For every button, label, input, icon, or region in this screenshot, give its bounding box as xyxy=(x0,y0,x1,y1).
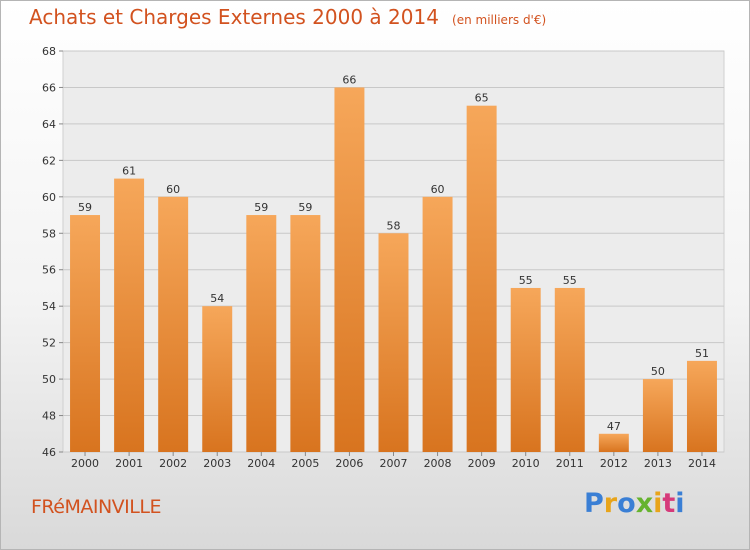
bar xyxy=(158,196,189,452)
logo-letter: i xyxy=(675,488,685,519)
chart-title: Achats et Charges Externes 2000 à 2014 xyxy=(29,5,439,29)
x-tick-label: 2004 xyxy=(247,457,275,470)
x-tick-label: 2003 xyxy=(203,457,231,470)
chart-subtitle: (en milliers d'€) xyxy=(452,13,547,27)
y-tick-label: 58 xyxy=(42,227,56,240)
bar-value-label: 55 xyxy=(563,274,577,287)
y-tick-label: 50 xyxy=(42,373,56,386)
bar xyxy=(202,306,233,452)
bar xyxy=(554,287,585,452)
bar xyxy=(598,433,629,452)
y-tick-label: 48 xyxy=(42,410,56,423)
x-tick-label: 2014 xyxy=(688,457,716,470)
bar xyxy=(70,215,101,452)
bar xyxy=(378,233,409,452)
x-tick-label: 2012 xyxy=(600,457,628,470)
bar-value-label: 65 xyxy=(475,92,489,105)
bar xyxy=(334,87,365,453)
x-tick-label: 2008 xyxy=(424,457,452,470)
bar-labels: 59 61 60 54 59 59 66 58 60 65 55 55 47 50 51 xyxy=(78,73,709,432)
x-tick-label: 2011 xyxy=(556,457,584,470)
commune-name: FRéMAINVILLE xyxy=(31,496,161,518)
bar-value-label: 59 xyxy=(254,201,268,214)
y-tick-label: 64 xyxy=(42,118,56,131)
bar-value-label: 59 xyxy=(298,201,312,214)
y-tick-label: 60 xyxy=(42,191,56,204)
title-area: Achats et Charges Externes 2000 à 2014 (… xyxy=(29,5,546,29)
x-tick-label: 2001 xyxy=(115,457,143,470)
logo-letter: o xyxy=(617,488,636,519)
bar xyxy=(466,105,497,452)
bar-value-label: 59 xyxy=(78,201,92,214)
bar-value-label: 61 xyxy=(122,165,136,178)
bar xyxy=(642,379,673,452)
x-tick-label: 2013 xyxy=(644,457,672,470)
y-axis: 46 48 50 52 54 56 58 60 62 64 66 68 xyxy=(42,45,63,459)
logo-letter: x xyxy=(635,488,654,519)
bar-value-label: 51 xyxy=(695,347,709,360)
bar xyxy=(114,178,145,452)
logo-letter: P xyxy=(584,488,604,519)
x-tick-label: 2006 xyxy=(335,457,363,470)
y-tick-label: 54 xyxy=(42,300,56,313)
logo-letter: i xyxy=(653,488,663,519)
bar-value-label: 66 xyxy=(342,73,356,86)
bar-value-label: 55 xyxy=(519,274,533,287)
bar-value-label: 50 xyxy=(651,365,665,378)
proxiti-logo: Proxiti xyxy=(584,488,685,519)
y-tick-label: 52 xyxy=(42,337,56,350)
x-tick-label: 2009 xyxy=(468,457,496,470)
logo-letter: r xyxy=(603,488,618,519)
x-tick-label: 2002 xyxy=(159,457,187,470)
y-tick-label: 68 xyxy=(42,45,56,58)
x-tick-label: 2010 xyxy=(512,457,540,470)
bar xyxy=(510,287,541,452)
logo-letter: t xyxy=(662,488,676,519)
x-tick-label: 2007 xyxy=(380,457,408,470)
bar-value-label: 54 xyxy=(210,292,224,305)
bar-value-label: 60 xyxy=(431,183,445,196)
bar xyxy=(686,360,717,452)
y-tick-label: 62 xyxy=(42,154,56,167)
bar xyxy=(290,215,321,452)
x-tick-label: 2005 xyxy=(291,457,319,470)
bar-value-label: 47 xyxy=(607,420,621,433)
bar-value-label: 60 xyxy=(166,183,180,196)
bars xyxy=(70,87,717,453)
bar xyxy=(246,215,277,452)
bar xyxy=(422,196,453,452)
y-tick-label: 46 xyxy=(42,446,56,459)
x-tick-label: 2000 xyxy=(71,457,99,470)
bar-value-label: 58 xyxy=(387,219,401,232)
y-tick-label: 66 xyxy=(42,81,56,94)
x-axis: 2000 2001 2002 2003 2004 2005 2006 2007 2008 2009… xyxy=(71,452,716,470)
y-tick-label: 56 xyxy=(42,264,56,277)
